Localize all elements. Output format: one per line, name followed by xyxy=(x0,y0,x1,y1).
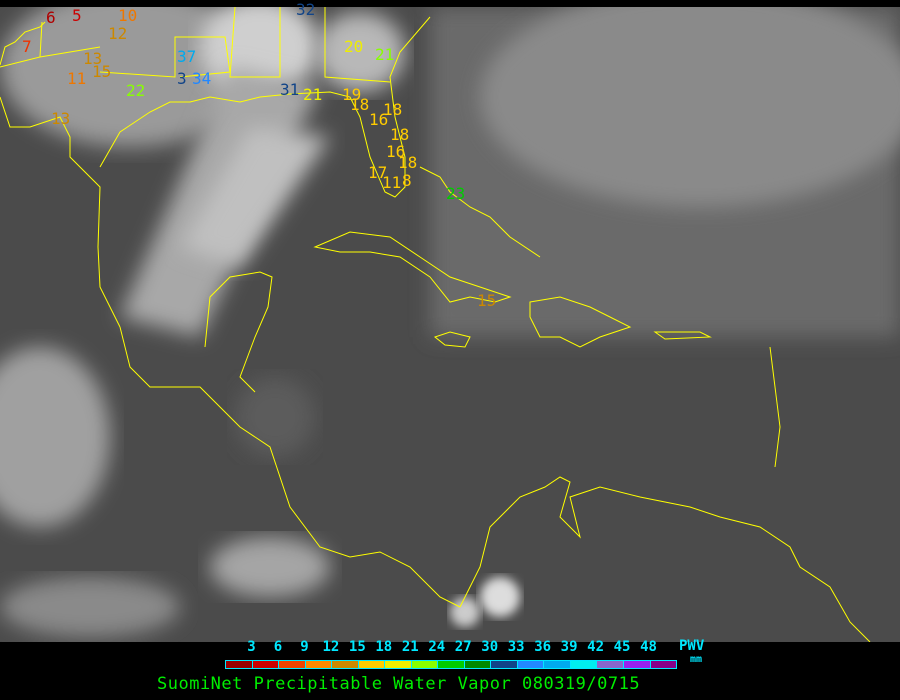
legend-tick: 18 xyxy=(375,639,393,655)
station-value: 16 xyxy=(369,110,389,129)
station-value: 15 xyxy=(477,291,497,310)
color-swatch xyxy=(544,661,571,668)
station-value: 21 xyxy=(375,45,395,64)
station-value: 18 xyxy=(383,100,403,119)
station-value: 3 xyxy=(177,69,187,88)
color-swatch xyxy=(438,661,465,668)
legend-tick: 30 xyxy=(481,639,499,655)
color-swatch xyxy=(464,661,492,668)
station-value: 7 xyxy=(22,37,32,56)
color-swatch xyxy=(252,661,280,668)
color-swatch xyxy=(570,661,598,668)
legend-tick: 39 xyxy=(560,639,578,655)
legend-tick: 36 xyxy=(534,639,552,655)
station-value: 15 xyxy=(92,62,112,81)
color-swatch xyxy=(491,661,518,668)
color-swatch xyxy=(597,661,624,668)
color-swatch xyxy=(332,661,359,668)
legend-tick: 9 xyxy=(300,639,309,655)
cloud-layer xyxy=(0,0,900,642)
color-swatch xyxy=(279,661,306,668)
station-value: 13 xyxy=(83,49,103,68)
color-swatch xyxy=(226,661,253,668)
station-value: 13 xyxy=(51,109,71,128)
station-value: 16 xyxy=(386,142,406,161)
station-value: 8 xyxy=(402,171,412,190)
color-swatch xyxy=(305,661,333,668)
legend-tick: 42 xyxy=(587,639,605,655)
image-caption: SuomiNet Precipitable Water Vapor 080319… xyxy=(157,674,641,694)
legend-unit-label: PWV xyxy=(679,638,705,654)
color-swatch xyxy=(517,661,545,668)
station-value: 18 xyxy=(350,95,370,114)
station-value: 11 xyxy=(67,69,87,88)
legend-tick-labels: 3 6 9 12 15 18 21 24 27 30 33 36 39 42 45 48 xyxy=(236,639,666,655)
legend-tick: 15 xyxy=(348,639,366,655)
station-value: 32 xyxy=(296,0,316,19)
legend-tick: 48 xyxy=(640,639,657,655)
legend-tick: 12 xyxy=(322,639,340,655)
satellite-image: 6 5 10 12 7 13 15 11 22 37 3 34 32 31 21 20 21 19 18 16 18 18… xyxy=(0,0,900,643)
legend-unit: mm xyxy=(690,654,703,665)
pwv-color-scale xyxy=(225,660,677,669)
color-swatch xyxy=(623,661,651,668)
station-value: 21 xyxy=(303,85,323,104)
station-value: 10 xyxy=(118,6,138,25)
map-svg xyxy=(0,0,900,643)
station-value: 23 xyxy=(446,184,466,203)
color-swatch xyxy=(358,661,386,668)
station-value: 18 xyxy=(390,125,410,144)
legend-tick: 6 xyxy=(273,639,283,655)
station-value: 18 xyxy=(398,153,418,172)
legend-tick: 3 xyxy=(247,639,256,655)
color-swatch xyxy=(385,661,412,668)
legend-tick: 24 xyxy=(428,639,446,655)
station-value: 6 xyxy=(46,8,56,27)
station-value: 34 xyxy=(192,69,212,88)
legend-tick: 33 xyxy=(507,639,525,655)
station-value: 12 xyxy=(108,24,128,43)
legend-tick: 21 xyxy=(401,639,419,655)
station-value: 5 xyxy=(72,6,82,25)
legend-tick: 27 xyxy=(454,639,472,655)
station-value: 31 xyxy=(280,80,300,99)
station-value: 17 xyxy=(368,163,388,182)
legend-tick: 45 xyxy=(613,639,631,655)
color-swatch xyxy=(650,661,677,668)
station-value: 11 xyxy=(382,173,402,192)
station-value: 22 xyxy=(126,81,146,100)
coastlines-and-borders xyxy=(0,6,871,643)
station-value: 19 xyxy=(342,85,362,104)
color-swatch xyxy=(411,661,439,668)
station-value: 20 xyxy=(344,37,364,56)
station-value: 37 xyxy=(177,47,197,66)
